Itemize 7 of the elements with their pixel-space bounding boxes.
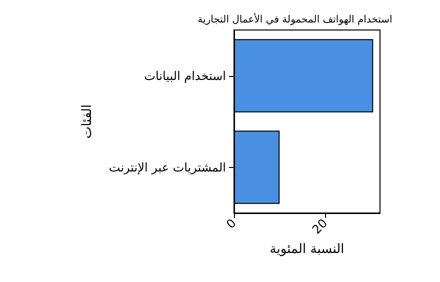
y-axis-title: الفئات [80,104,95,139]
x-tick-label: 0 [224,216,239,232]
y-tick-label: استخدام البيانات [144,68,226,83]
y-tick-label: المشتريات عبر الإنترنت [108,160,226,174]
x-axis-title: النسبة المئوية [270,242,344,258]
x-tick-label: 20 [310,216,330,237]
chart-title: استخدام الهواتف المحمولة في الأعمال التجارية [198,12,392,26]
